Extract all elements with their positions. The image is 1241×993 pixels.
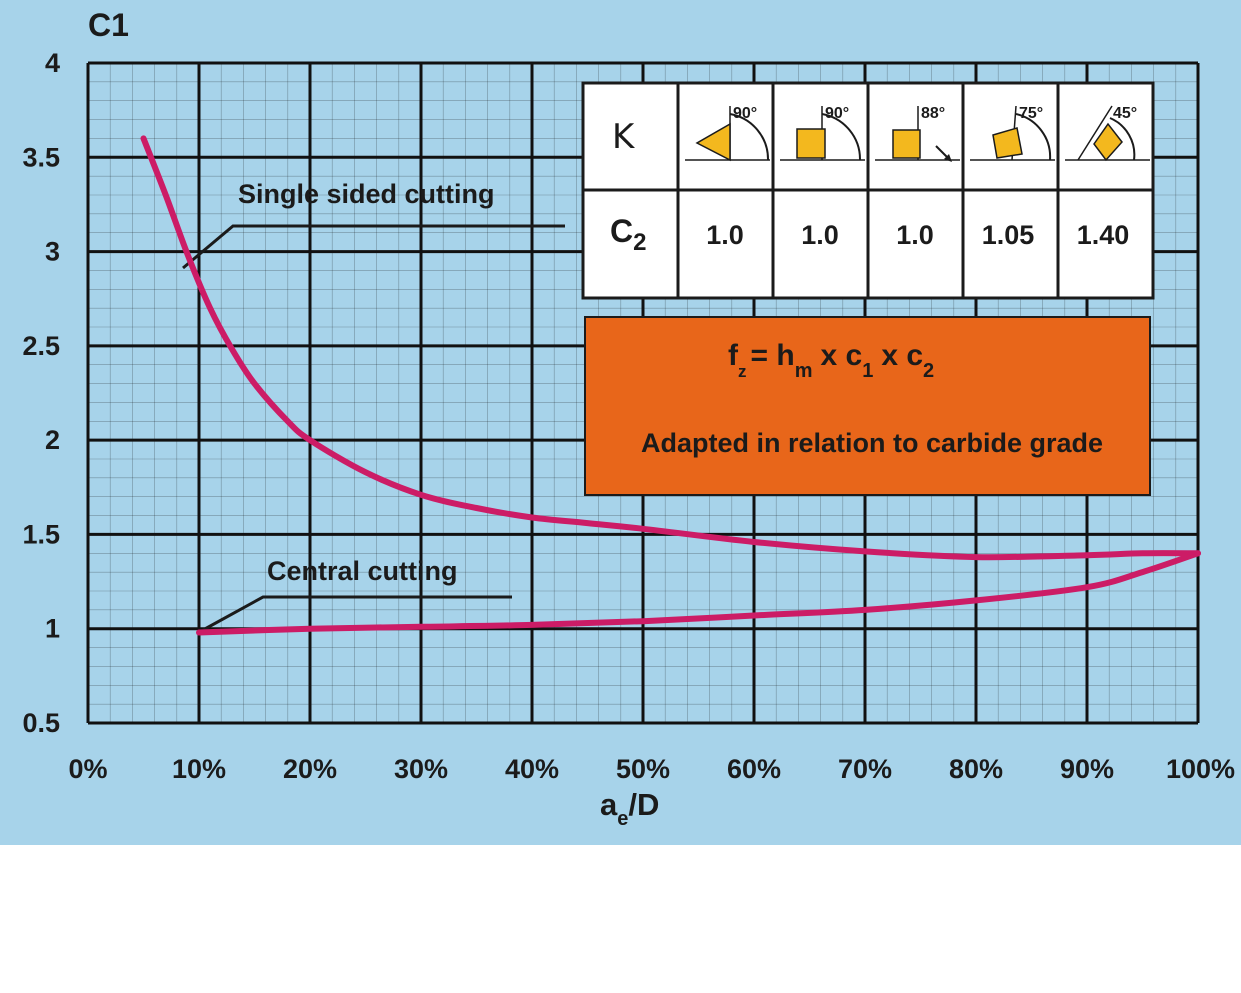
x-tick-label: 10% <box>172 754 226 784</box>
x-tick-label: 0% <box>68 754 107 784</box>
insert-icon-45: 45° <box>1065 105 1150 162</box>
series-line-central <box>196 550 1201 636</box>
chart-panel: C1 4 3.5 3 2.5 2 1.5 1 0.5 0% 10% 20% 30% 40% 50% 60%… <box>0 0 1241 845</box>
central-leader <box>202 595 512 632</box>
formula-box: fz = hm x c1 x c2 Adapted in relation to ca… <box>584 316 1151 496</box>
insert-icon-75: 75° <box>970 105 1055 161</box>
insert-icon-88: 88° <box>875 105 960 162</box>
x-tick-label: 70% <box>838 754 892 784</box>
y-tick-label: 2 <box>45 425 60 455</box>
kappa-label: K <box>612 117 636 157</box>
y-tick-label: 0.5 <box>22 708 60 738</box>
formula-text: fz = hm x c1 x c2 <box>728 339 934 382</box>
y-tick-label: 2.5 <box>22 331 60 361</box>
c2-value-5: 1.40 <box>1077 220 1130 250</box>
formula-note: Adapted in relation to carbide grade <box>641 428 1103 458</box>
x-tick-label: 30% <box>394 754 448 784</box>
svg-text:90°: 90° <box>733 105 757 122</box>
insert-icon-90-triangle: 90° <box>685 105 770 162</box>
c2-value-4: 1.05 <box>982 220 1035 250</box>
y-tick-label: 1.5 <box>22 519 60 549</box>
c2-row-label: C2 <box>610 213 646 256</box>
chart-svg: C1 4 3.5 3 2.5 2 1.5 1 0.5 0% 10% 20% 30% 40% 50% 60%… <box>22 7 1235 830</box>
series-line-single-sided <box>140 135 1201 561</box>
x-tick-label: 50% <box>616 754 670 784</box>
x-tick-label: 100% <box>1166 754 1235 784</box>
x-tick-label: 80% <box>949 754 1003 784</box>
y-axis-title: C1 <box>88 7 129 43</box>
central-label: Central cutting <box>267 556 458 586</box>
single-sided-label: Single sided cutting <box>238 179 495 209</box>
svg-text:75°: 75° <box>1019 105 1043 122</box>
x-tick-label: 20% <box>283 754 337 784</box>
single-sided-leader <box>182 224 565 270</box>
c2-value-1: 1.0 <box>706 220 744 250</box>
x-axis-title-main: a <box>600 787 618 822</box>
svg-text:90°: 90° <box>825 105 849 122</box>
y-tick-labels: 4 3.5 3 2.5 2 1.5 1 0.5 <box>22 48 60 738</box>
x-tick-labels: 0% 10% 20% 30% 40% 50% 60% 70% 80% 90% 100% <box>68 754 1235 784</box>
x-axis-title-sub: e <box>617 808 628 830</box>
y-tick-label: 1 <box>45 614 60 644</box>
svg-text:45°: 45° <box>1113 105 1137 122</box>
c2-value-2: 1.0 <box>801 220 839 250</box>
x-axis-title-tail: /D <box>628 787 659 822</box>
y-tick-label: 4 <box>45 48 60 78</box>
x-axis-title: ae/D <box>600 787 659 830</box>
insert-icon-90-square: 90° <box>780 105 865 161</box>
x-tick-label: 40% <box>505 754 559 784</box>
x-tick-label: 90% <box>1060 754 1114 784</box>
y-tick-label: 3 <box>45 237 60 267</box>
x-tick-label: 60% <box>727 754 781 784</box>
y-tick-label: 3.5 <box>22 142 60 172</box>
c2-value-3: 1.0 <box>896 220 934 250</box>
c2-table: K C2 90° 90° <box>581 81 1155 300</box>
svg-text:88°: 88° <box>921 105 945 122</box>
